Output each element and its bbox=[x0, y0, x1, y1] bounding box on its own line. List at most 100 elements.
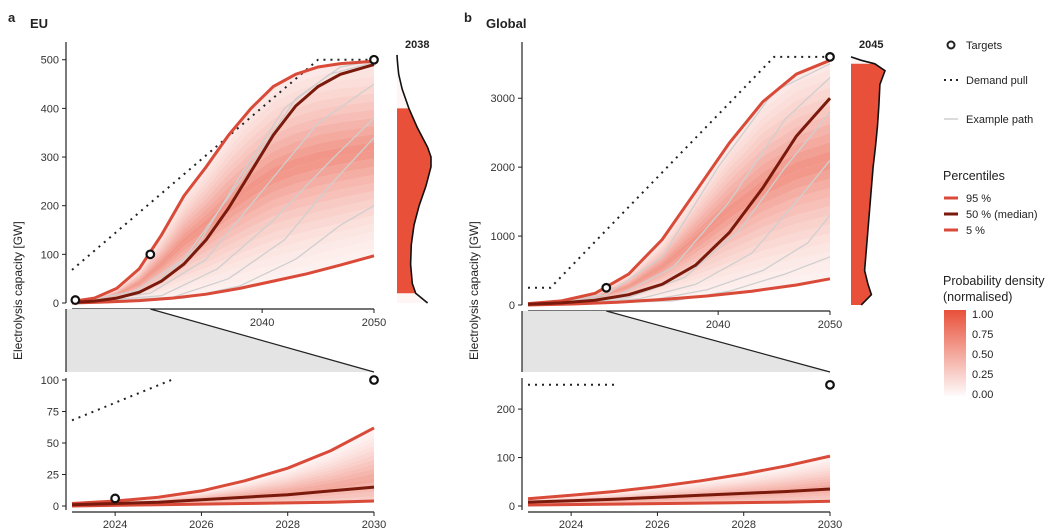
legend-density-title-1: Probability density bbox=[943, 274, 1045, 288]
panel-a-zoom-x-tick-label: 2028 bbox=[275, 519, 299, 529]
panel-a-title: EU bbox=[30, 16, 48, 31]
legend-density-title-2: (normalised) bbox=[943, 290, 1012, 304]
panel-a-zoom-x-tick-label: 2026 bbox=[189, 519, 213, 529]
panel-b-y-tick-label: 2000 bbox=[491, 162, 515, 174]
legend-p50-label: 50 % (median) bbox=[966, 209, 1038, 221]
panel-a-zoom-target-marker bbox=[369, 375, 379, 385]
panel-letter-b: b bbox=[464, 10, 472, 25]
panel-b-example-path bbox=[527, 63, 831, 306]
panel-b-target-marker bbox=[601, 282, 612, 293]
panel-a-density-band bbox=[72, 215, 374, 303]
legend-density-tick-2: 0.75 bbox=[972, 329, 993, 341]
panel-a-zoom-y-tick-label: 100 bbox=[41, 375, 59, 387]
panel-b-density-peak-label: 2045 bbox=[859, 39, 883, 51]
panel-a-zoom-y-tick-label: 75 bbox=[47, 407, 59, 419]
panel-b-zoom-target-marker bbox=[825, 379, 835, 390]
panel-b-density-band bbox=[528, 151, 830, 305]
panel-a-zoom-median-line bbox=[71, 485, 375, 507]
legend: Targets Demand pull Example path Percent… bbox=[943, 40, 1045, 401]
panel-a-zoom-density-band bbox=[72, 491, 374, 506]
panel-a-ylabel: Electrolysis capacity [GW] bbox=[11, 221, 25, 360]
panel-b-target-marker bbox=[825, 51, 835, 62]
panel-a-density-band bbox=[72, 190, 374, 303]
panel-a-zoom-connector bbox=[66, 309, 374, 372]
panel-b-x-tick-label: 2040 bbox=[706, 319, 730, 331]
legend-p5-label: 5 % bbox=[966, 225, 985, 237]
panel-b-zoom-x-tick-label: 2024 bbox=[559, 519, 583, 529]
panel-a-y-tick-label: 0 bbox=[53, 298, 59, 310]
panel-a-zoom-y-tick-label: 50 bbox=[47, 438, 59, 450]
panel-a-y-tick-label: 300 bbox=[41, 152, 59, 164]
panel-b-median-line bbox=[527, 97, 832, 306]
panel-b-density-band bbox=[528, 105, 830, 305]
panel-a-density-peak-label: 2038 bbox=[405, 39, 429, 51]
panel-a-density-band bbox=[72, 199, 374, 303]
panel-b-x-tick-label: 2050 bbox=[818, 319, 842, 331]
panel-a-zoom-p95-line bbox=[71, 426, 375, 505]
panel-b-zoom-x-tick-label: 2030 bbox=[818, 519, 842, 529]
panel-a-density-side-curve bbox=[396, 54, 432, 304]
panel-b-density-band bbox=[528, 233, 830, 305]
panel-b-zoom-p95-line bbox=[527, 454, 831, 501]
panel-b-zoom-p5-line bbox=[527, 499, 831, 507]
panel-b-density-band bbox=[528, 87, 830, 304]
panel-a-zoom-connector-edge bbox=[150, 308, 375, 373]
legend-example-label: Example path bbox=[966, 114, 1033, 126]
panel-a-zoom-y-tick-label: 0 bbox=[53, 501, 59, 513]
panel-b-y-tick-label: 0 bbox=[509, 300, 515, 312]
legend-density-tick-4: 0.25 bbox=[972, 369, 993, 381]
panel-b-zoom-x-tick-label: 2026 bbox=[645, 519, 669, 529]
panel-a-zoom-demand-pull-line bbox=[71, 379, 172, 422]
panel-b-zoom-connector bbox=[522, 311, 830, 372]
panel-b-global: 0 1000 2000 3000 2030 2040 2050 2045 0 100 200 2024… bbox=[491, 39, 886, 529]
legend-p95-label: 95 % bbox=[966, 193, 991, 205]
panel-a-p95-line bbox=[71, 59, 375, 303]
panel-b-y-tick-label: 1000 bbox=[491, 231, 515, 243]
panel-a-target-marker bbox=[145, 249, 156, 260]
panel-b-density-band bbox=[528, 133, 830, 305]
panel-b-density-band bbox=[528, 215, 830, 305]
panel-b-p95-line bbox=[527, 58, 831, 306]
panel-b-y-tick-label: 3000 bbox=[491, 93, 515, 105]
panel-a-example-path bbox=[71, 61, 375, 304]
panel-b-zoom-y-tick-label: 0 bbox=[509, 501, 515, 513]
panel-b-example-path bbox=[527, 159, 831, 306]
panel-b-density-band bbox=[528, 187, 830, 305]
panel-b-density-band bbox=[528, 224, 830, 305]
panel-a-zoom-y-tick-label: 25 bbox=[47, 470, 59, 482]
panel-b-zoom-x-tick-label: 2028 bbox=[731, 519, 755, 529]
panel-b-density-band bbox=[528, 96, 830, 304]
panel-a-density-band bbox=[72, 223, 374, 303]
panel-a-y-tick-label: 400 bbox=[41, 103, 59, 115]
panel-a-target-marker bbox=[70, 295, 81, 305]
panel-b-density-band bbox=[528, 124, 830, 305]
panel-a-density-band bbox=[72, 174, 374, 303]
panel-b-zoom-connector-edge bbox=[606, 310, 831, 373]
panel-a-zoom-density-band bbox=[72, 487, 374, 506]
panel-a-zoom-x-tick-label: 2030 bbox=[362, 519, 386, 529]
panel-a-demand-pull-line bbox=[71, 58, 374, 271]
panel-b-zoom-median-line bbox=[527, 487, 831, 504]
panel-b-density-side-curve bbox=[850, 56, 886, 306]
legend-density-tick-1: 1.00 bbox=[972, 309, 993, 321]
panel-b-density-band bbox=[528, 169, 830, 305]
panel-a-zoom-target-marker bbox=[110, 493, 121, 504]
panel-a-p5-line bbox=[71, 254, 375, 305]
panel-a-x-tick-label: 2040 bbox=[250, 317, 274, 329]
panel-b-density-band bbox=[528, 142, 830, 305]
panel-b-density-band bbox=[528, 206, 830, 305]
legend-density-tick-5: 0.00 bbox=[972, 389, 993, 401]
panel-b-density-band bbox=[528, 160, 830, 305]
panel-b-density-band bbox=[528, 196, 830, 305]
legend-density-tick-3: 0.50 bbox=[972, 349, 993, 361]
panel-b-zoom-y-tick-label: 200 bbox=[497, 404, 515, 416]
panel-a-example-path bbox=[71, 117, 375, 304]
panel-a-zoom-p5-line bbox=[71, 499, 375, 508]
panel-a-density-side-fill bbox=[397, 108, 431, 294]
legend-targets-label: Targets bbox=[966, 40, 1003, 52]
legend-demand-label: Demand pull bbox=[966, 75, 1028, 87]
panel-a-y-tick-label: 500 bbox=[41, 55, 59, 67]
panel-b-density-side-fill bbox=[851, 63, 885, 305]
panel-b-title: Global bbox=[486, 16, 526, 31]
